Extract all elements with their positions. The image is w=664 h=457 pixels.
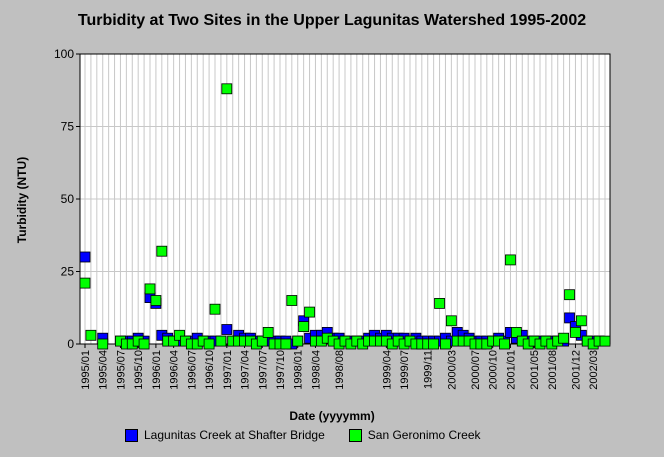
series-1 bbox=[79, 83, 611, 350]
data-point bbox=[428, 338, 440, 350]
data-point bbox=[215, 335, 227, 347]
legend-item-san-geronimo: San Geronimo Creek bbox=[348, 428, 481, 442]
x-tick-label: 2001/01 bbox=[505, 350, 517, 390]
data-point bbox=[79, 251, 91, 263]
data-point bbox=[292, 335, 304, 347]
x-tick-label: 1995/01 bbox=[80, 350, 92, 390]
x-tick-label: 1998/04 bbox=[310, 350, 322, 390]
data-point bbox=[499, 338, 510, 350]
x-tick-label: 1995/10 bbox=[133, 350, 145, 390]
legend-swatch-san-geronimo bbox=[348, 428, 362, 442]
data-point bbox=[174, 329, 185, 341]
x-tick-label: 1997/01 bbox=[222, 350, 234, 390]
data-point bbox=[138, 338, 150, 350]
data-point bbox=[221, 83, 233, 95]
x-tick-label: 1995/04 bbox=[98, 350, 110, 390]
data-point bbox=[564, 289, 575, 301]
data-point bbox=[440, 338, 451, 350]
y-tick-label: 75 bbox=[61, 120, 75, 134]
x-tick-label: 1996/07 bbox=[186, 350, 198, 390]
data-point bbox=[156, 245, 168, 257]
data-point bbox=[599, 335, 611, 347]
x-tick-label: 1998/08 bbox=[334, 350, 346, 390]
data-point bbox=[510, 326, 522, 338]
x-tick-label: 1997/10 bbox=[275, 350, 287, 390]
x-tick-label: 1997/07 bbox=[257, 350, 269, 390]
data-point bbox=[280, 338, 292, 350]
data-point bbox=[144, 283, 156, 295]
data-point bbox=[79, 277, 91, 289]
data-point bbox=[168, 335, 180, 347]
x-tick-label: 2001/12 bbox=[570, 350, 582, 390]
data-point bbox=[298, 321, 310, 333]
x-tick-label: 2001/05 bbox=[529, 350, 541, 390]
data-point bbox=[434, 297, 445, 309]
y-tick-labels: 0 25 50 75 100 bbox=[54, 47, 80, 351]
data-points bbox=[79, 83, 611, 350]
x-tick-label: 1999/11 bbox=[423, 350, 435, 389]
data-point bbox=[304, 306, 315, 318]
data-point bbox=[286, 295, 298, 306]
x-tick-label: 1996/01 bbox=[151, 350, 163, 390]
legend: Lagunitas Creek at Shafter Bridge San Ge… bbox=[125, 428, 505, 442]
x-tick-label: 2001/08 bbox=[547, 350, 559, 390]
x-tick-label: 2000/03 bbox=[446, 350, 458, 390]
x-tick-label: 1996/10 bbox=[204, 350, 216, 390]
legend-item-lagunitas: Lagunitas Creek at Shafter Bridge bbox=[125, 428, 325, 442]
data-point bbox=[97, 338, 109, 350]
data-point bbox=[558, 332, 570, 344]
chart-title: Turbidity at Two Sites in the Upper Lagu… bbox=[77, 12, 587, 29]
y-tick-label: 100 bbox=[54, 47, 74, 61]
data-point bbox=[445, 315, 457, 327]
data-point bbox=[221, 324, 233, 335]
y-tick-label: 50 bbox=[61, 192, 75, 206]
data-point bbox=[262, 326, 274, 338]
y-tick-label: 25 bbox=[61, 265, 75, 279]
legend-label-lagunitas: Lagunitas Creek at Shafter Bridge bbox=[144, 428, 325, 442]
x-tick-label: 1999/04 bbox=[381, 350, 393, 390]
x-axis-label: Date (yyyymm) bbox=[289, 409, 375, 423]
y-tick-label: 0 bbox=[67, 337, 74, 351]
x-tick-labels: 1995/01 1995/04 1995/07 1995/10 1996/01 1996/… bbox=[80, 344, 600, 390]
x-tick-label: 1996/04 bbox=[169, 350, 181, 390]
x-tick-label: 1998/01 bbox=[293, 350, 305, 390]
x-tick-label: 2002/03 bbox=[588, 350, 600, 390]
data-point bbox=[570, 326, 581, 338]
grid bbox=[80, 53, 610, 345]
data-point bbox=[256, 335, 268, 347]
x-tick-label: 2000/10 bbox=[488, 350, 500, 390]
data-point bbox=[575, 315, 587, 327]
data-point bbox=[150, 295, 162, 306]
x-tick-label: 1999/07 bbox=[399, 350, 411, 390]
x-tick-label: 2000/07 bbox=[470, 350, 482, 390]
data-point bbox=[85, 329, 97, 341]
data-point bbox=[209, 303, 221, 315]
data-point bbox=[564, 312, 575, 324]
legend-label-san-geronimo: San Geronimo Creek bbox=[367, 428, 481, 442]
data-point bbox=[203, 338, 215, 350]
x-tick-label: 1997/04 bbox=[240, 350, 252, 390]
legend-swatch-lagunitas bbox=[125, 428, 138, 442]
x-tick-label: 1995/07 bbox=[115, 350, 127, 390]
data-point bbox=[505, 254, 516, 266]
